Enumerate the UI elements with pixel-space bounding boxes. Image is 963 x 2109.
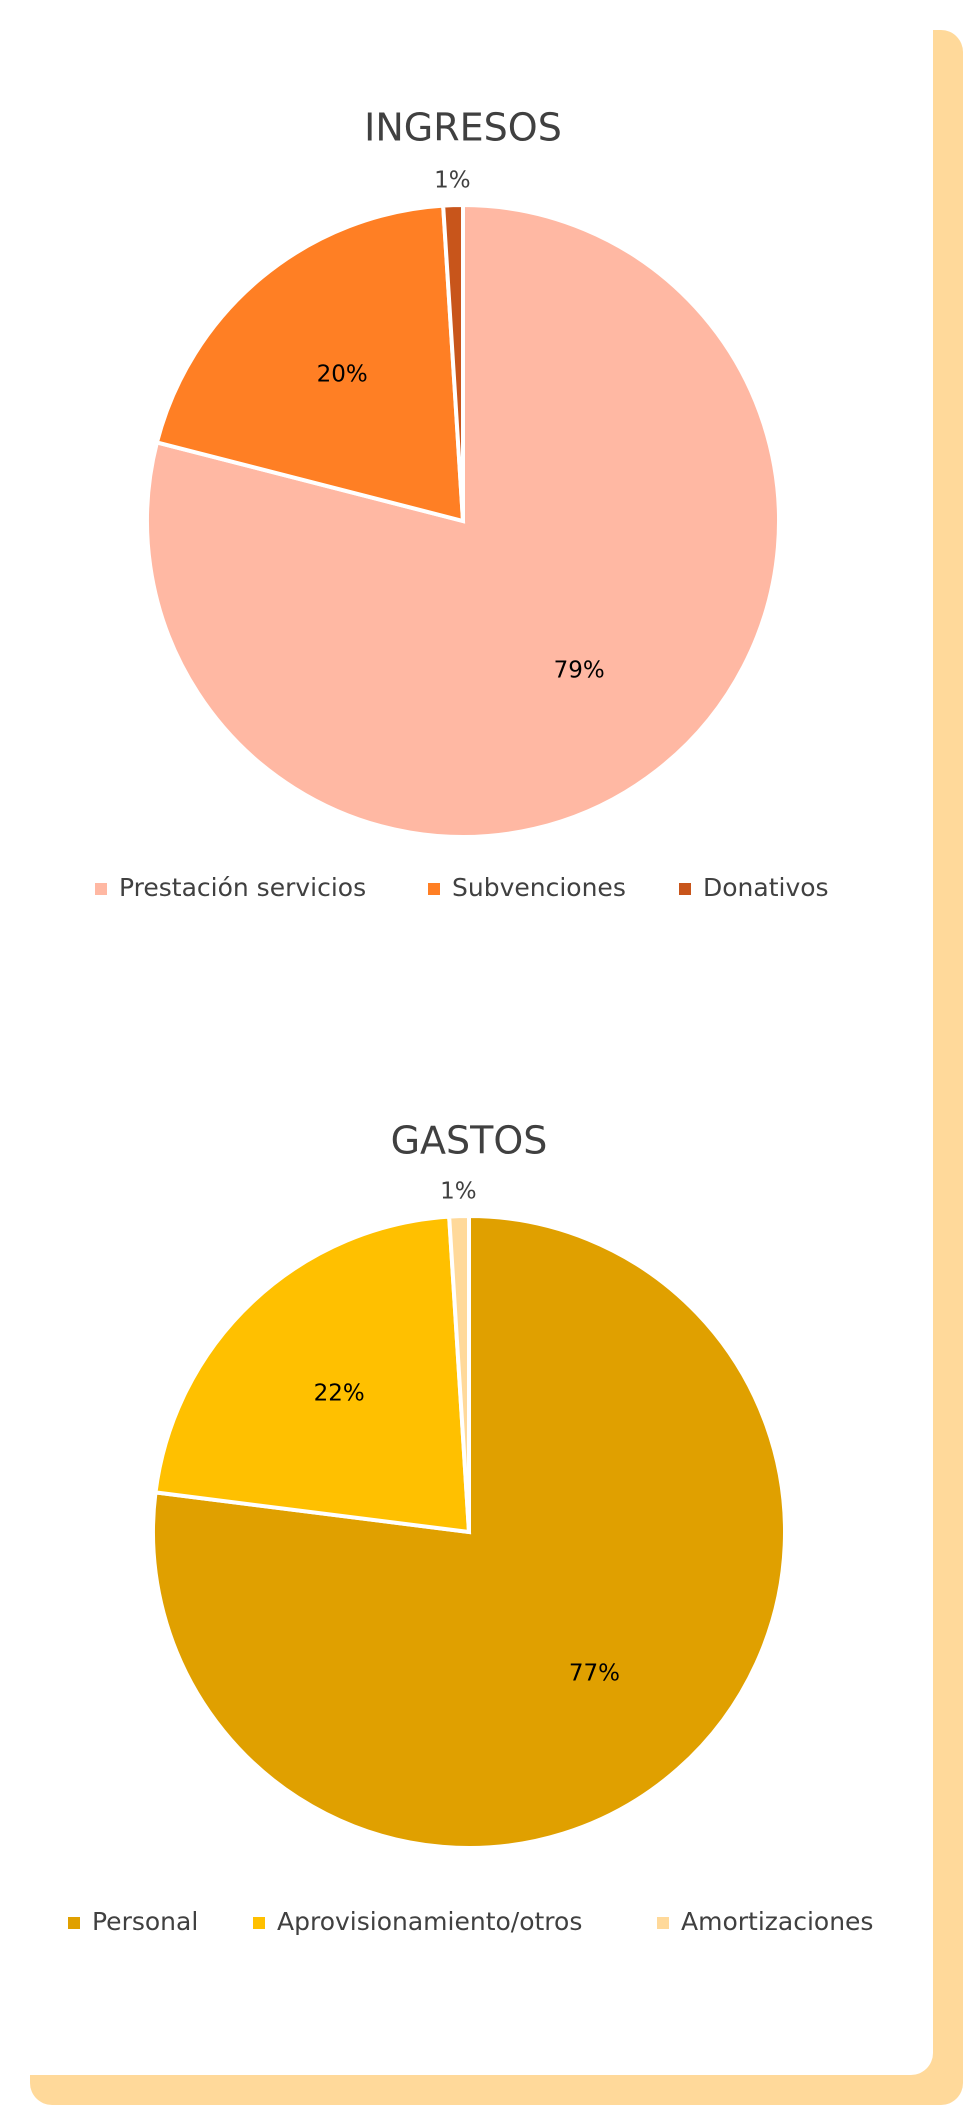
pie-slice (153, 1214, 472, 1535)
legend-label: Donativos (703, 873, 829, 902)
legend-marker (253, 1917, 265, 1929)
legend-label: Aprovisionamiento/otros (277, 1907, 582, 1936)
legend-label: Prestación servicios (119, 873, 366, 902)
chart-title: GASTOS (391, 1119, 548, 1163)
legend-label: Subvenciones (452, 873, 626, 902)
data-label: 20% (317, 361, 368, 387)
pie-slice (441, 202, 465, 522)
legend-marker (679, 883, 691, 895)
pie-slice (447, 1213, 471, 1533)
legend-label: Personal (92, 1907, 198, 1936)
legend-marker (657, 1917, 669, 1929)
data-label: 77% (569, 1661, 620, 1687)
chart-title: INGRESOS (364, 106, 562, 150)
data-label: 1% (434, 168, 471, 194)
data-label: 1% (440, 1179, 477, 1205)
legend-label: Amortizaciones (681, 1907, 873, 1936)
pie-slice (154, 203, 466, 524)
data-label: 22% (314, 1380, 365, 1406)
data-label: 79% (554, 657, 605, 683)
legend-marker (95, 883, 107, 895)
legend-marker (68, 1917, 80, 1929)
legend-marker (428, 883, 440, 895)
